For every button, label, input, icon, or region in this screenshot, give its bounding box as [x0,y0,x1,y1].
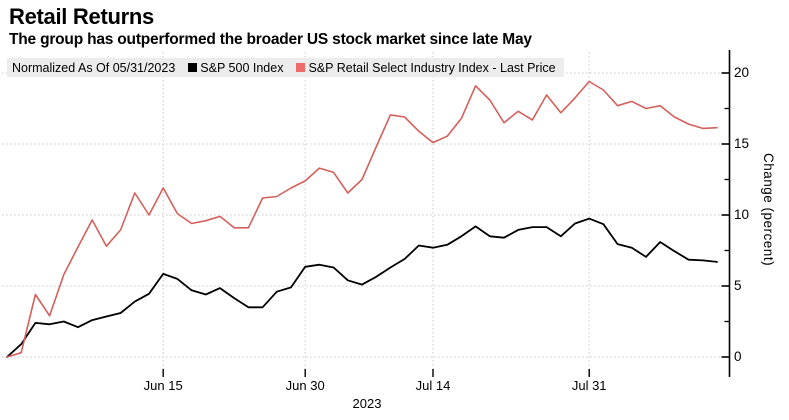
x-tick-label-jul-14: Jul 14 [415,378,451,393]
x-tick-label-jun-15: Jun 15 [143,378,183,393]
x-tick-label-jul-31: Jul 31 [571,378,607,393]
legend-normalized-label: Normalized As Of 05/31/2023 [12,60,176,75]
legend-label-sp500: S&P 500 Index [200,60,284,75]
y-axis-title: Change (percent) [761,153,776,267]
chart-title: Retail Returns [9,4,154,29]
legend-normalized-note: Normalized As Of 05/31/2023 [12,61,175,75]
x-axis-year-label: 2023 [352,396,382,411]
legend-item-retail: S&P Retail Select Industry Index - Last … [296,60,556,75]
retail-index-line-series [6,80,718,358]
sp500-line-series [6,217,718,358]
x-tick-label-jun-30: Jun 30 [285,378,325,393]
legend-item-sp500: S&P 500 Index [188,61,283,75]
retail-index-swatch-icon [296,63,306,72]
chart-legend: Normalized As Of 05/31/2023 S&P 500 Inde… [7,58,564,77]
legend-label-retail: S&P Retail Select Industry Index - Last … [308,60,556,75]
chart-subtitle: The group has outperformed the broader U… [9,31,532,48]
y-tick-label-20: 20 [734,65,750,80]
y-tick-label-15: 15 [734,136,750,151]
y-tick-label-10: 10 [734,207,750,222]
y-tick-label-5: 5 [734,278,742,293]
sp500-swatch-icon [188,63,198,72]
y-tick-label-0: 0 [734,349,742,364]
